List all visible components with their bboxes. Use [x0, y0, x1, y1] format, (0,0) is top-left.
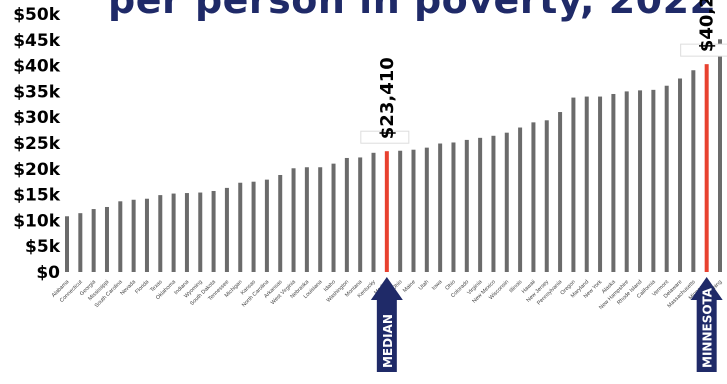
bar: [198, 192, 203, 272]
bar: [251, 181, 256, 272]
bar: [664, 85, 669, 272]
highlight-bar: [384, 151, 389, 272]
highlight-value-label: $40,28: [697, 0, 718, 52]
highlight-bar: [704, 64, 709, 272]
arrow-label: MEDIAN: [381, 314, 395, 368]
bars: [65, 39, 722, 273]
y-tick-label: $40k: [13, 57, 60, 77]
bar: [291, 168, 296, 272]
y-tick-label: $15k: [13, 186, 60, 206]
bar: [438, 143, 443, 272]
bar: [371, 152, 376, 272]
highlight-annotations: $23,410 MEDIAN $40,28 MINNESOTA: [360, 0, 727, 372]
bar: [331, 163, 336, 272]
bar: [638, 90, 643, 272]
highlight-value-label: $23,410: [377, 57, 398, 139]
bar: [118, 201, 123, 272]
bar: [571, 97, 576, 272]
callout-box: [360, 130, 410, 144]
bar: [478, 137, 483, 272]
y-tick-label: $50k: [13, 5, 60, 25]
bar: [651, 89, 656, 273]
bar: [691, 70, 696, 272]
bar: [624, 91, 629, 273]
bar: [718, 39, 722, 273]
bar: [598, 96, 603, 272]
bar: [278, 174, 283, 272]
bar: [531, 122, 536, 272]
y-tick-label: $45k: [13, 31, 60, 51]
y-tick-label: $10k: [13, 211, 60, 231]
bar: [158, 195, 163, 272]
bar: [184, 193, 189, 272]
bar: [104, 206, 109, 272]
arrow-label: MINNESOTA: [701, 287, 715, 368]
bar: [411, 149, 416, 272]
bar: [611, 93, 616, 272]
bar: [78, 213, 83, 272]
y-tick-label: $5k: [25, 237, 61, 257]
bar: [171, 193, 176, 272]
x-tick-label: Utah: [418, 279, 430, 291]
x-tick-label: Maine: [402, 279, 417, 294]
y-tick-label: $35k: [13, 82, 60, 102]
bar: [558, 112, 563, 272]
bar: [224, 187, 229, 272]
bar: [358, 157, 363, 272]
bar: [544, 120, 549, 273]
bar: [304, 167, 309, 272]
y-tick-label: $25k: [13, 134, 60, 154]
y-tick-label: $20k: [13, 160, 60, 180]
y-tick-label: $0: [36, 263, 60, 283]
bar: [238, 182, 243, 272]
bar: [398, 150, 403, 272]
bar: [464, 139, 469, 272]
bar: [144, 198, 149, 272]
bar: [131, 199, 136, 272]
bar: [451, 142, 456, 272]
y-tick-label: $30k: [13, 108, 60, 128]
y-axis: $0 $5k $10k $15k $20k $25k $30k $35k $40k $45k $50…: [13, 5, 60, 283]
bar: [584, 96, 589, 272]
bar: [91, 209, 96, 272]
x-tick-label: Nevada: [119, 279, 137, 297]
bar: [424, 147, 429, 272]
bar: [491, 135, 496, 272]
callout-box: [680, 43, 727, 57]
bar: [678, 78, 683, 272]
bar: [65, 216, 69, 272]
bar: [318, 167, 323, 272]
x-tick-label: Florida: [134, 279, 151, 296]
bar: [211, 190, 216, 272]
bar: [518, 127, 523, 273]
arrow-icon: [370, 277, 403, 372]
x-tick-label: Iowa: [431, 279, 444, 292]
bar: [264, 179, 269, 272]
chart-title: per person in poverty, 2022: [108, 0, 717, 22]
bar: [344, 157, 349, 272]
arrow-icon: [690, 277, 723, 372]
bar: [504, 132, 509, 272]
